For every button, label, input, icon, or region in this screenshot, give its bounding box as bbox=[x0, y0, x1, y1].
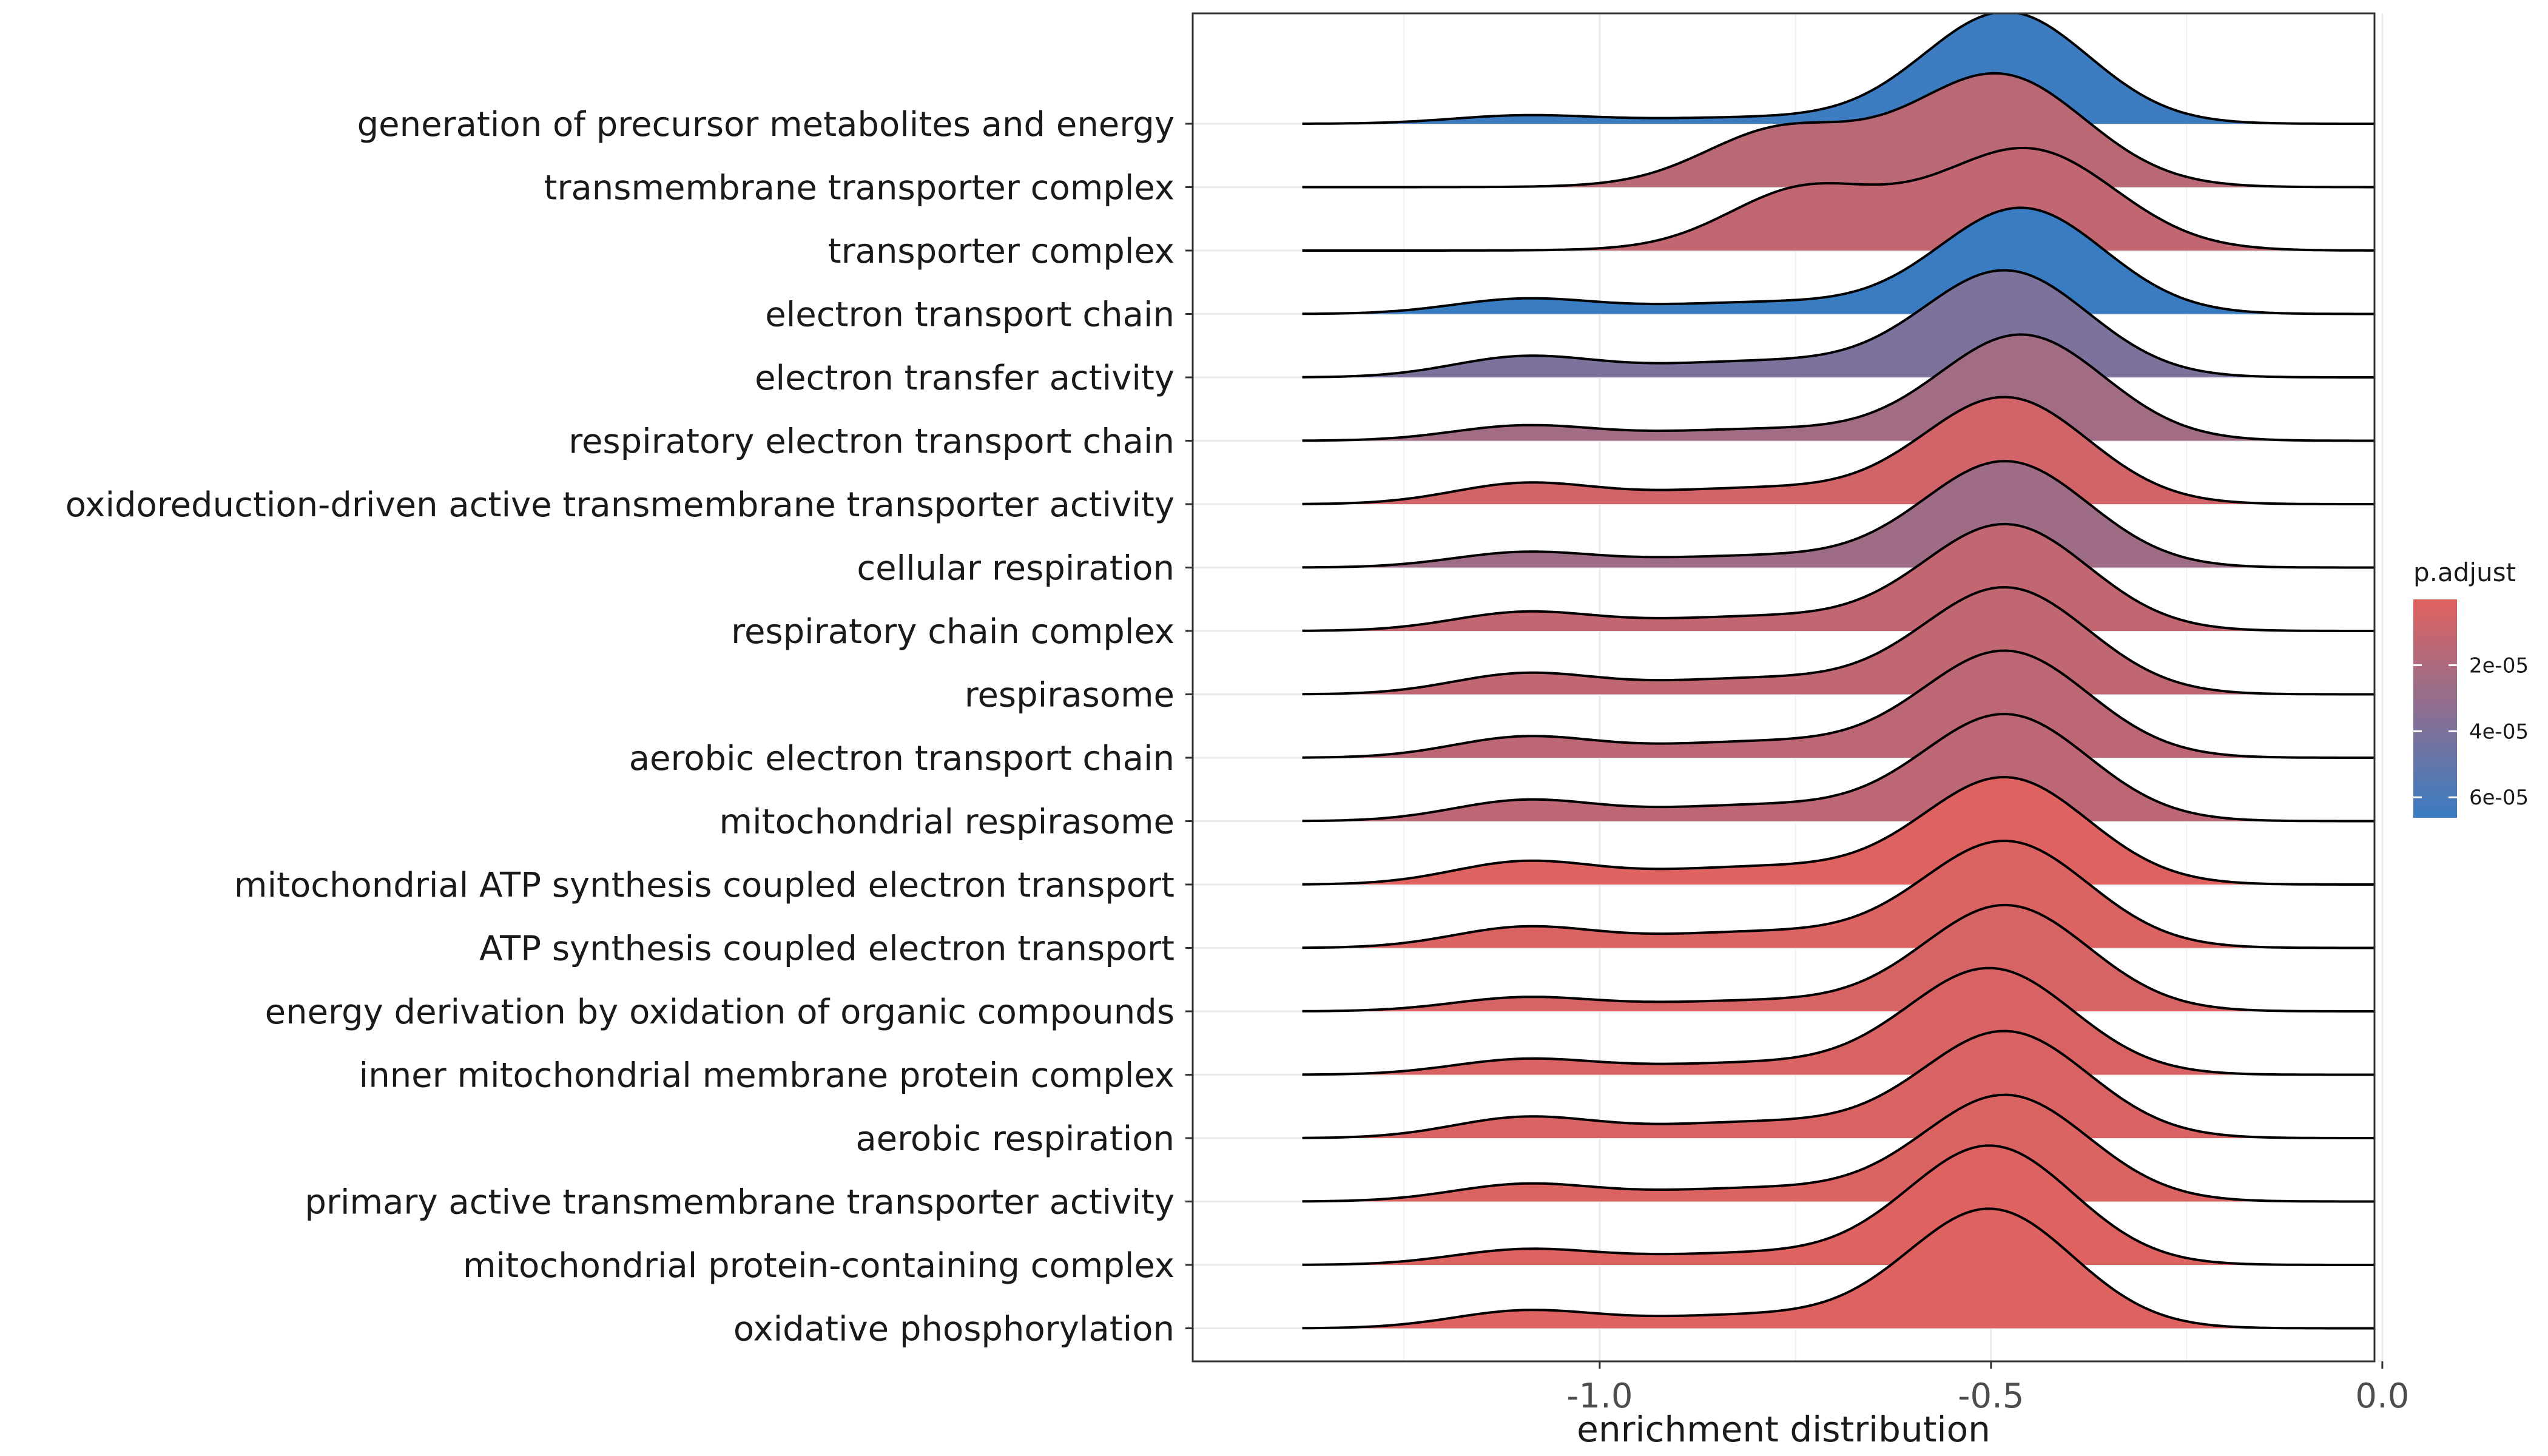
color-legend: p.adjust 2e-05 4e-05 6e-05 bbox=[2413, 558, 2529, 818]
y-tick-label-7: cellular respiration bbox=[857, 549, 1175, 588]
ridge-fill-7 bbox=[1302, 461, 2374, 568]
legend-colorbar bbox=[2413, 599, 2457, 818]
x-axis: -1.0 -0.5 0.0 bbox=[1566, 1361, 2409, 1416]
ridge-line-18 bbox=[1302, 1144, 2374, 1266]
ridge-fill-6 bbox=[1302, 397, 2374, 504]
legend-ticks: 2e-05 4e-05 6e-05 bbox=[2413, 653, 2529, 810]
y-tick-label-2: transporter complex bbox=[828, 232, 1175, 271]
ridge-fill-14 bbox=[1302, 905, 2374, 1011]
ridge-fill-15 bbox=[1302, 968, 2374, 1075]
ridge-fill-3 bbox=[1302, 207, 2374, 314]
y-tick-label-11: mitochondrial respirasome bbox=[720, 803, 1175, 842]
ridge-line-12 bbox=[1302, 775, 2374, 886]
ridge-fill-13 bbox=[1302, 841, 2374, 948]
x-tick-label-2: 0.0 bbox=[2355, 1377, 2409, 1416]
y-tick-label-15: inner mitochondrial membrane protein com… bbox=[359, 1056, 1175, 1096]
ridge-line-16 bbox=[1302, 1030, 2374, 1139]
legend-tick-label-2: 6e-05 bbox=[2469, 786, 2529, 810]
ridge-fill-4 bbox=[1302, 270, 2374, 377]
y-tick-label-16: aerobic respiration bbox=[855, 1119, 1175, 1159]
ridge-fill-0 bbox=[1302, 13, 2374, 124]
y-tick-label-17: primary active transmembrane transporter… bbox=[305, 1183, 1175, 1222]
y-tick-label-1: transmembrane transporter complex bbox=[544, 169, 1175, 208]
y-tick-label-14: energy derivation by oxidation of organi… bbox=[265, 993, 1175, 1032]
ridge-line-5 bbox=[1302, 333, 2374, 442]
y-tick-label-3: electron transport chain bbox=[765, 295, 1175, 335]
y-tick-label-12: mitochondrial ATP synthesis coupled elec… bbox=[234, 866, 1175, 905]
legend-title: p.adjust bbox=[2413, 558, 2516, 587]
ridge-line-4 bbox=[1302, 269, 2374, 379]
ridge-line-10 bbox=[1302, 649, 2374, 759]
x-axis-title: enrichment distribution bbox=[1577, 1409, 1990, 1450]
ridge-fill-8 bbox=[1302, 524, 2374, 631]
ridge-line-7 bbox=[1302, 460, 2374, 569]
ridge-line-1 bbox=[1302, 72, 2374, 189]
y-tick-label-4: electron transfer activity bbox=[755, 359, 1175, 398]
ridges-group bbox=[1302, 13, 2374, 1330]
ridge-line-15 bbox=[1302, 966, 2374, 1076]
ridge-line-2 bbox=[1302, 147, 2374, 252]
ridge-line-14 bbox=[1302, 903, 2374, 1013]
y-tick-label-10: aerobic electron transport chain bbox=[629, 739, 1175, 778]
y-tick-label-18: mitochondrial protein-containing complex bbox=[463, 1246, 1175, 1286]
legend-tick-label-1: 4e-05 bbox=[2469, 720, 2529, 744]
ridge-fill-12 bbox=[1302, 777, 2374, 885]
ridge-line-17 bbox=[1302, 1093, 2374, 1203]
ridge-line-6 bbox=[1302, 396, 2374, 505]
ridge-fill-1 bbox=[1302, 73, 2374, 187]
ridge-fill-16 bbox=[1302, 1031, 2374, 1138]
y-axis: generation of precursor metabolites and … bbox=[66, 105, 1193, 1349]
ridge-line-11 bbox=[1302, 712, 2374, 823]
ridge-line-0 bbox=[1302, 13, 2374, 125]
ridge-fill-17 bbox=[1302, 1094, 2374, 1202]
ridge-fill-2 bbox=[1302, 148, 2374, 251]
y-tick-label-0: generation of precursor metabolites and … bbox=[357, 105, 1175, 144]
ridge-line-13 bbox=[1302, 839, 2374, 949]
ridge-fill-19 bbox=[1302, 1208, 2374, 1329]
ridge-line-19 bbox=[1302, 1207, 2374, 1330]
ridge-line-9 bbox=[1302, 585, 2374, 696]
y-tick-label-13: ATP synthesis coupled electron transport bbox=[479, 929, 1175, 969]
ridge-fill-11 bbox=[1302, 714, 2374, 821]
y-tick-label-19: oxidative phosphorylation bbox=[733, 1310, 1175, 1349]
y-tick-label-9: respirasome bbox=[965, 676, 1175, 715]
ridge-fill-9 bbox=[1302, 587, 2374, 695]
ridge-fill-18 bbox=[1302, 1145, 2374, 1265]
ridge-line-8 bbox=[1302, 522, 2374, 632]
legend-tick-label-0: 2e-05 bbox=[2469, 653, 2529, 678]
y-tick-label-8: respiratory chain complex bbox=[731, 612, 1175, 652]
ridge-fill-5 bbox=[1302, 334, 2374, 441]
y-tick-label-5: respiratory electron transport chain bbox=[568, 422, 1175, 462]
x-tick-label-0: -1.0 bbox=[1566, 1377, 1633, 1416]
ridge-line-3 bbox=[1302, 206, 2374, 315]
x-tick-label-1: -0.5 bbox=[1958, 1377, 2024, 1416]
plot-panel-border bbox=[1191, 12, 2376, 1363]
ridge-fill-10 bbox=[1302, 650, 2374, 758]
y-tick-label-6: oxidoreduction-driven active transmembra… bbox=[66, 485, 1175, 525]
